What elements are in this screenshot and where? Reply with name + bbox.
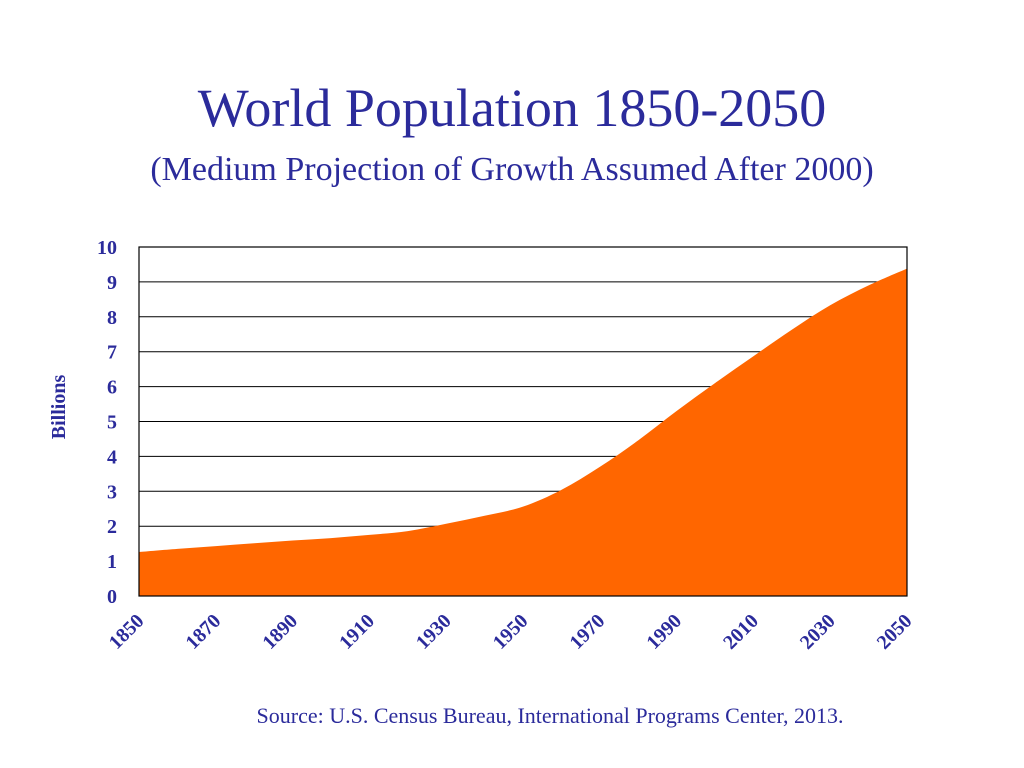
- y-tick-label-8: 8: [107, 307, 117, 329]
- slide-subtitle: (Medium Projection of Growth Assumed Aft…: [150, 151, 874, 188]
- x-tick-label-1930: 1930: [412, 610, 456, 654]
- y-axis-ticks: 0 1 2 3 4 5 6 7 8 9 10: [97, 237, 117, 608]
- x-tick-label-1950: 1950: [489, 610, 533, 654]
- y-tick-label-5: 5: [107, 412, 117, 434]
- x-tick-label-2050: 2050: [873, 610, 917, 654]
- y-tick-label-1: 1: [107, 551, 117, 573]
- x-tick-label-1850: 1850: [105, 610, 149, 654]
- x-tick-label-1990: 1990: [642, 610, 686, 654]
- x-tick-label-2030: 2030: [796, 610, 840, 654]
- y-tick-label-9: 9: [107, 272, 117, 294]
- y-tick-label-4: 4: [107, 446, 117, 468]
- y-tick-label-10: 10: [97, 237, 117, 259]
- area-layer: [139, 268, 907, 596]
- x-tick-label-1910: 1910: [335, 610, 379, 654]
- y-tick-label-0: 0: [107, 586, 117, 608]
- plot-frame: [138, 246, 908, 597]
- y-tick-label-6: 6: [107, 377, 117, 399]
- y-tick-label-7: 7: [107, 342, 117, 364]
- y-tick-label-3: 3: [107, 481, 117, 503]
- x-tick-label-2010: 2010: [719, 610, 763, 654]
- x-tick-label-1970: 1970: [565, 610, 609, 654]
- source-note: Source: U.S. Census Bureau, Internationa…: [256, 703, 844, 728]
- x-tick-label-1870: 1870: [181, 610, 225, 654]
- x-axis-ticks: 1850 1870 1890 1910 1930 1950 1970 1990 2010 2030…: [105, 610, 917, 654]
- slide-title: World Population 1850-2050: [197, 78, 827, 138]
- y-axis-label: Billions: [48, 375, 70, 440]
- y-tick-label-2: 2: [107, 516, 117, 538]
- frame-layer: [138, 246, 908, 597]
- x-tick-label-1890: 1890: [258, 610, 302, 654]
- population-area: [139, 268, 907, 596]
